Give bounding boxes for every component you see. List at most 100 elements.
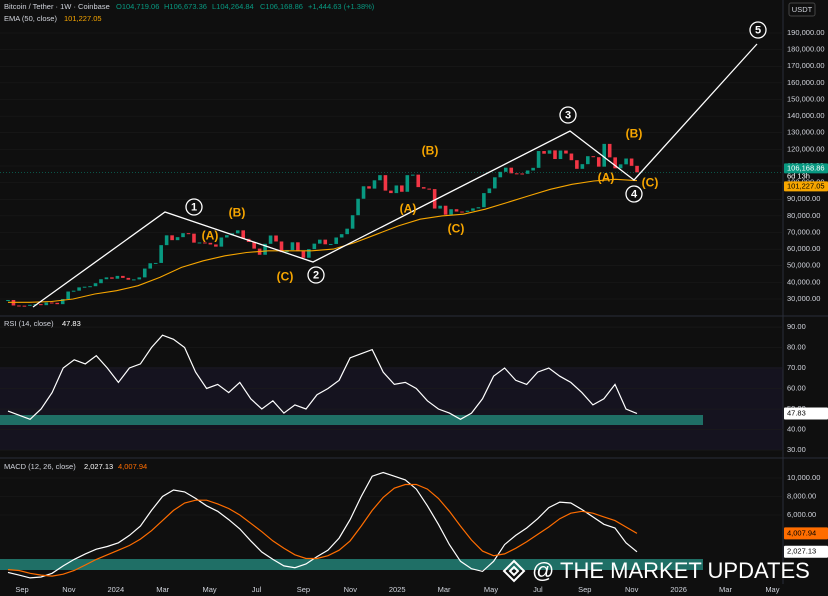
last-value-tag: 4,007.94 (787, 528, 816, 537)
ema-line (8, 178, 638, 303)
wave-circle (625, 185, 643, 203)
wave-number: 5 (755, 24, 761, 36)
symbol: Bitcoin / Tether · 1W · Coinbase (4, 2, 110, 11)
rsi-title: RSI (14, close) (4, 319, 54, 328)
x-tick-label: May (484, 585, 498, 594)
candle (536, 151, 541, 168)
candle (49, 302, 54, 304)
candle (192, 233, 196, 243)
candle (132, 279, 136, 281)
candle (115, 275, 120, 279)
y-tick-label: 90.00 (787, 322, 806, 331)
y-tick-label: 60.00 (787, 384, 806, 393)
candle (6, 299, 10, 301)
y-tick-label: 160,000.00 (787, 78, 825, 87)
candle (586, 156, 590, 165)
x-tick-label: Nov (625, 585, 639, 594)
candle (142, 268, 147, 278)
candle (493, 177, 497, 189)
x-tick-label: Nov (344, 585, 358, 594)
candle (378, 175, 382, 181)
last-value-tag-bg (784, 407, 828, 420)
ohlc-close: C106,168.86 (260, 2, 303, 11)
indicator-line (7, 334, 638, 420)
candle (77, 287, 81, 291)
candle (175, 237, 180, 241)
candle (88, 286, 92, 288)
candle (345, 228, 349, 235)
correction-label: (A) (400, 202, 417, 216)
candle (121, 275, 125, 278)
x-tick-label: Mar (719, 585, 732, 594)
currency-box[interactable] (788, 2, 816, 17)
rsi-legend-value: 47.83 (62, 319, 81, 328)
y-tick-label: 70,000.00 (787, 227, 820, 236)
x-tick-label: Jul (252, 585, 262, 594)
x-tick-label: Jul (533, 585, 543, 594)
y-tick-label: 140,000.00 (787, 111, 825, 120)
x-tick-label: Mar (438, 585, 451, 594)
candle (82, 286, 87, 288)
candle (93, 283, 98, 287)
candle (71, 290, 76, 292)
y-tick-label: 170,000.00 (787, 61, 825, 70)
candle (531, 167, 535, 171)
candle (569, 153, 574, 161)
wave-circle (559, 106, 577, 124)
candle (389, 190, 393, 194)
last-price-tag-bg (784, 163, 828, 174)
candle (137, 277, 142, 280)
candle (618, 164, 623, 169)
candle (624, 158, 628, 165)
candle (268, 235, 273, 244)
candle (296, 242, 300, 252)
ohlc-change: +1,444.63 (+1.38%) (308, 2, 375, 11)
rsi-support-zone (0, 415, 703, 425)
candle (394, 185, 399, 194)
y-tick-label: 80,000.00 (787, 211, 820, 220)
correction-label: (B) (626, 127, 643, 141)
candle (542, 151, 546, 154)
ohlc-open: O104,719.06 (116, 2, 159, 11)
candle (214, 244, 218, 247)
ohlc-low: L104,264.84 (212, 2, 254, 11)
wave-labels: 1 2 3 4 5 (A) (B) (C) (A) (B) (C) (A) (B) (C) (185, 21, 767, 284)
candle (186, 233, 191, 235)
candle (44, 302, 49, 306)
last-value-tag: 2,027.13 (787, 547, 816, 556)
macd-legend-value: 2,027.13 (84, 462, 113, 471)
correction-label: (C) (448, 222, 465, 236)
candle (427, 188, 431, 190)
candle (553, 150, 557, 160)
watermark-logo (502, 559, 526, 583)
candle (410, 174, 415, 176)
candle (339, 234, 344, 238)
y-tick-label: 50,000.00 (787, 261, 820, 270)
candle (367, 186, 371, 189)
last-price-tag: 106,168.86 (787, 163, 825, 172)
candle (421, 187, 426, 189)
candle (454, 209, 459, 212)
y-tick-label: 190,000.00 (787, 28, 825, 37)
wave-circle (185, 198, 203, 216)
candle (471, 208, 475, 211)
y-tick-label: 6,000.00 (787, 510, 816, 519)
x-tick-label: Sep (297, 585, 310, 594)
candle (602, 143, 607, 167)
macd-title: MACD (12, 26, close) (4, 462, 76, 471)
candle (509, 167, 514, 174)
candle (235, 230, 240, 234)
candle (28, 304, 32, 306)
last-value-tag-bg (784, 527, 828, 540)
candle (635, 165, 639, 173)
currency[interactable]: USDT (792, 5, 813, 14)
y-tick-label: 90,000.00 (787, 194, 820, 203)
candle (159, 245, 163, 263)
ema-legend-value: 101,227.05 (64, 14, 102, 23)
candle (629, 158, 634, 166)
candle (580, 164, 585, 169)
x-tick-label: 2024 (107, 585, 124, 594)
wave-number: 3 (565, 109, 571, 121)
candle (596, 157, 601, 167)
candle (383, 175, 388, 191)
